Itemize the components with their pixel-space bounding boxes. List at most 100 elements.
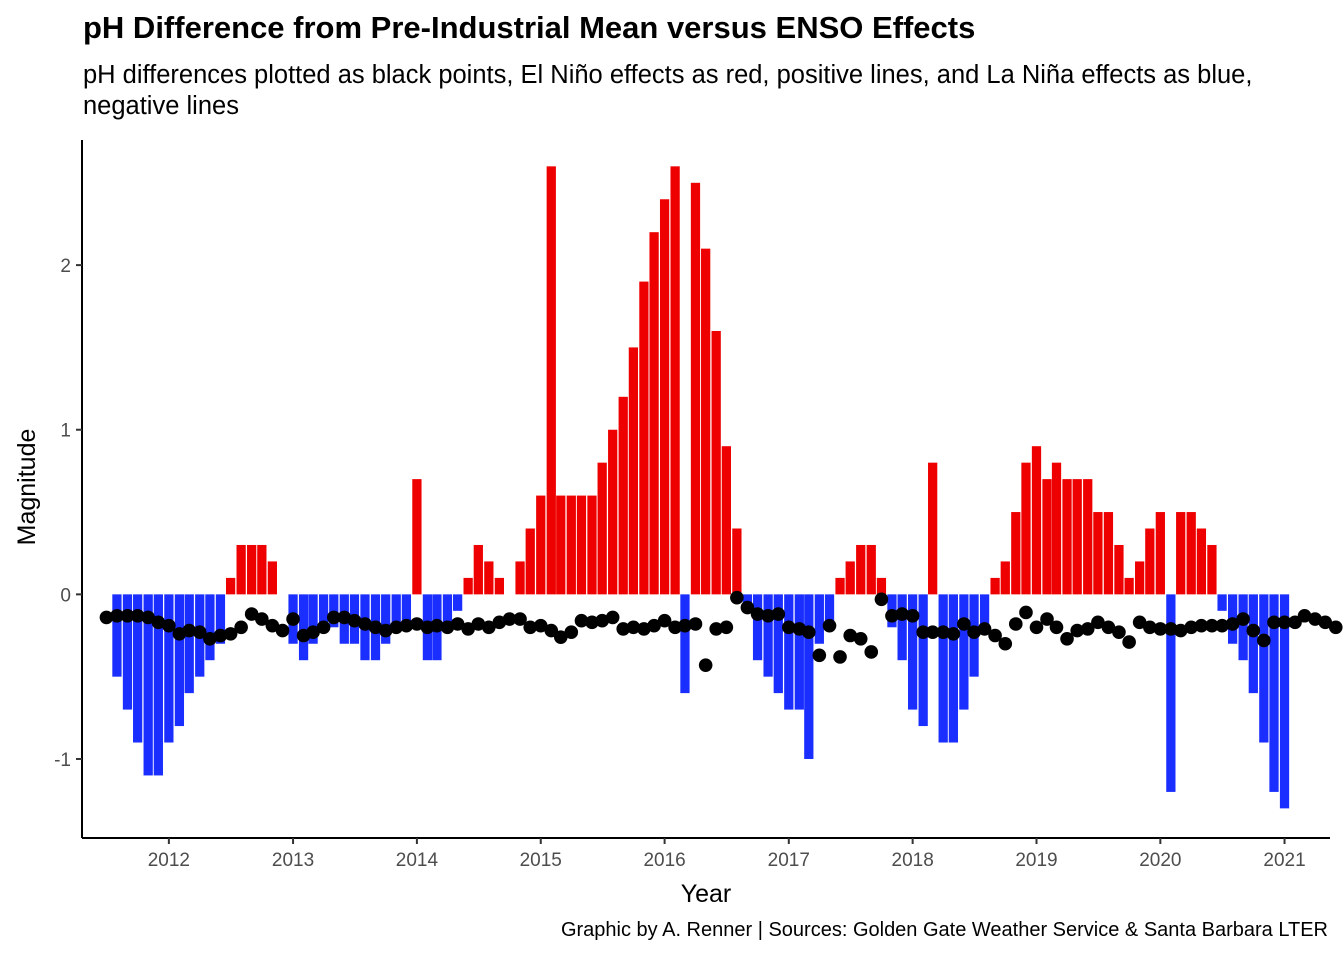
el-nino-bar	[659, 199, 670, 595]
chart-subtitle: pH differences plotted as black points, …	[83, 61, 1253, 120]
el-nino-bar	[732, 528, 742, 595]
la-nina-bar	[959, 594, 969, 710]
x-tick-label: 2012	[148, 850, 190, 871]
ph-point	[1267, 615, 1281, 630]
la-nina-bar	[442, 594, 453, 628]
ph-point	[1205, 618, 1219, 633]
la-nina-bar	[948, 594, 958, 743]
el-nino-bar	[711, 330, 721, 595]
ph-point	[99, 610, 114, 625]
el-nino-bar	[412, 479, 422, 595]
ph-point	[461, 622, 475, 636]
ph-point	[616, 622, 631, 636]
ph-point	[286, 612, 300, 626]
ph-point	[471, 617, 486, 631]
el-nino-bar	[1176, 512, 1186, 595]
la-nina-bar	[452, 594, 463, 611]
ph-point	[574, 613, 589, 628]
ph-point	[905, 608, 920, 623]
x-tick-label: 2019	[1015, 850, 1057, 871]
el-nino-bar	[247, 544, 257, 595]
ph-point	[564, 625, 579, 640]
ph-point	[595, 613, 609, 628]
ph-point	[771, 607, 786, 621]
la-nina-bar	[680, 594, 690, 694]
ph-point	[203, 632, 217, 646]
el-nino-bar	[1042, 479, 1052, 595]
x-tick-label: 2016	[643, 850, 685, 871]
la-nina-bar	[143, 594, 153, 776]
ph-point	[647, 618, 661, 633]
el-nino-bar	[618, 396, 628, 595]
el-nino-bar	[525, 528, 535, 595]
y-tick-label: 1	[60, 421, 71, 442]
x-tick-label: 2014	[396, 850, 439, 871]
el-nino-bar	[1186, 512, 1196, 595]
el-nino-bar	[649, 232, 659, 595]
ph-point	[430, 618, 444, 633]
el-nino-bar	[1011, 512, 1021, 595]
el-nino-bar	[628, 347, 639, 595]
ph-point	[853, 632, 868, 646]
el-nino-bar	[597, 462, 607, 595]
ph-point	[812, 648, 827, 663]
la-nina-bar	[184, 594, 194, 694]
ph-point	[1019, 605, 1033, 620]
la-nina-bar	[784, 594, 794, 710]
ph-point	[141, 610, 155, 625]
la-nina-bar	[794, 594, 804, 710]
ph-point	[1173, 623, 1188, 638]
ph-point	[1040, 612, 1054, 626]
el-nino-bar	[608, 429, 618, 595]
el-nino-bar	[556, 495, 566, 595]
ph-point	[688, 617, 703, 631]
x-tick-label: 2021	[1263, 850, 1305, 871]
el-nino-bar	[1072, 479, 1082, 595]
el-nino-bar	[1031, 446, 1042, 595]
la-nina-bar	[1217, 594, 1227, 611]
ph-point	[936, 625, 950, 640]
ph-point	[709, 622, 723, 636]
ph-point	[513, 612, 527, 626]
ph-point	[657, 613, 672, 628]
y-axis-title: Magnitude	[13, 429, 41, 546]
la-nina-bar	[112, 594, 122, 677]
ph-point	[120, 608, 135, 623]
la-nina-bar	[308, 594, 318, 644]
el-nino-bar	[866, 544, 876, 595]
ph-point	[925, 625, 940, 640]
la-nina-bar	[401, 594, 412, 628]
ph-point	[605, 610, 620, 625]
ph-point	[916, 625, 930, 640]
el-nino-bar	[1051, 462, 1062, 595]
ph-point	[482, 620, 496, 635]
ph-point	[1297, 608, 1312, 623]
ph-point	[347, 613, 362, 628]
el-nino-bar	[484, 561, 494, 595]
el-nino-bar	[225, 577, 236, 595]
ph-point	[957, 617, 971, 631]
ph-points	[99, 590, 1343, 672]
ph-point	[698, 658, 713, 672]
ph-point	[326, 610, 341, 625]
la-nina-bar	[318, 594, 329, 628]
ph-point	[244, 607, 259, 621]
el-nino-bar	[639, 281, 649, 595]
ph-point	[988, 628, 1002, 643]
el-nino-bar	[473, 544, 483, 595]
el-nino-bar	[1155, 512, 1165, 595]
ph-point	[162, 618, 176, 633]
ph-point	[1328, 620, 1343, 635]
el-nino-bar	[546, 166, 556, 595]
ph-point	[378, 623, 393, 638]
ph-point	[182, 623, 197, 638]
ph-point	[1122, 635, 1136, 649]
ph-point	[967, 625, 981, 640]
el-nino-bar	[670, 166, 680, 595]
ph-point	[306, 625, 320, 640]
la-nina-bar	[824, 594, 835, 628]
la-nina-bar	[1238, 594, 1248, 661]
la-nina-bar	[938, 594, 948, 743]
ph-point	[553, 630, 568, 644]
ph-point	[843, 628, 858, 643]
